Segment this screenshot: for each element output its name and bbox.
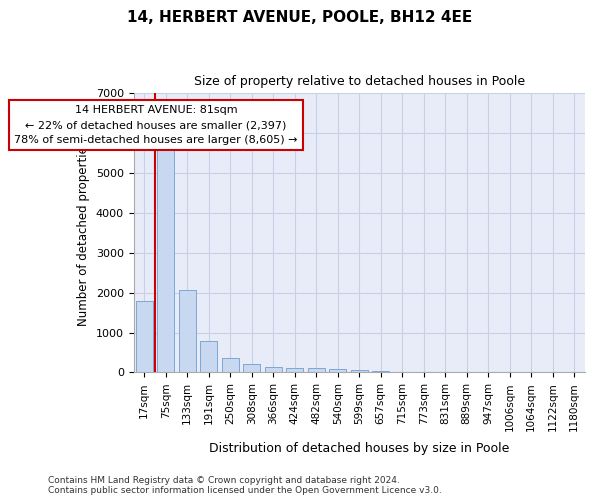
Bar [136, 302, 153, 372]
Text: Contains HM Land Registry data © Crown copyright and database right 2024.
Contai: Contains HM Land Registry data © Crown c… [48, 476, 442, 495]
X-axis label: Distribution of detached houses by size in Poole: Distribution of detached houses by size … [209, 442, 509, 455]
Bar [286, 368, 304, 372]
Bar [350, 370, 368, 372]
Bar [179, 290, 196, 372]
Bar [372, 371, 389, 372]
Bar [265, 367, 282, 372]
Text: 14 HERBERT AVENUE: 81sqm
← 22% of detached houses are smaller (2,397)
78% of sem: 14 HERBERT AVENUE: 81sqm ← 22% of detach… [14, 106, 298, 145]
Text: 14, HERBERT AVENUE, POOLE, BH12 4EE: 14, HERBERT AVENUE, POOLE, BH12 4EE [127, 10, 473, 25]
Bar [308, 368, 325, 372]
Bar [200, 341, 217, 372]
Bar [221, 358, 239, 372]
Y-axis label: Number of detached properties: Number of detached properties [77, 140, 90, 326]
Bar [157, 142, 175, 372]
Bar [329, 370, 346, 372]
Title: Size of property relative to detached houses in Poole: Size of property relative to detached ho… [194, 75, 525, 88]
Bar [243, 364, 260, 372]
